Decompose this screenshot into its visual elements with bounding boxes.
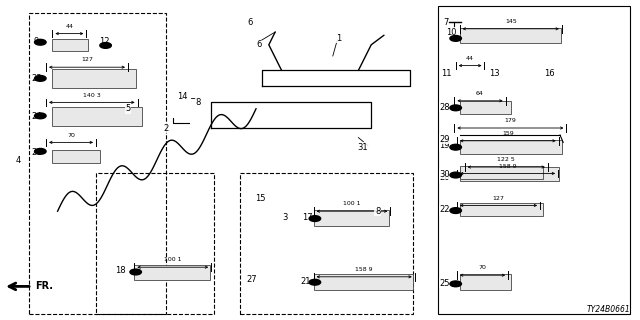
Text: 100 1: 100 1 [343,201,361,206]
Bar [460,140,562,154]
Text: 8: 8 [375,207,380,216]
Circle shape [450,36,461,41]
Text: 145: 145 [505,19,516,24]
Text: 6: 6 [257,40,262,49]
Text: 14: 14 [177,92,188,100]
Circle shape [35,113,46,119]
Circle shape [35,76,46,81]
Text: 140 3: 140 3 [83,92,100,98]
Text: 8: 8 [196,98,201,107]
Text: 28: 28 [440,103,450,112]
Text: FR.: FR. [35,281,53,292]
Bar [460,166,543,179]
Text: 4: 4 [15,156,20,164]
Text: 127: 127 [81,57,93,62]
Bar [460,101,511,114]
Text: TY24B0661: TY24B0661 [587,305,630,314]
Text: 7: 7 [444,18,449,27]
Text: 159: 159 [502,131,514,136]
Text: 6: 6 [247,18,252,27]
Circle shape [450,208,461,213]
Text: 3: 3 [282,213,287,222]
Text: 11: 11 [441,69,451,78]
Text: 2: 2 [164,124,169,132]
Text: 44: 44 [466,56,474,61]
Text: 29: 29 [440,135,450,144]
Circle shape [35,39,46,45]
Text: 70: 70 [479,265,486,270]
Text: 158 9: 158 9 [499,164,516,169]
Text: 21: 21 [301,277,311,286]
Text: 19: 19 [440,141,450,150]
Circle shape [450,281,461,287]
Text: 18: 18 [115,266,125,275]
Text: 5: 5 [125,104,131,113]
Text: 127: 127 [493,196,504,201]
Text: 20: 20 [440,173,450,182]
Circle shape [450,172,461,178]
Circle shape [309,279,321,285]
Text: 15: 15 [255,194,266,203]
Bar [52,39,88,51]
Text: 23: 23 [31,74,42,83]
Text: 100 1: 100 1 [164,257,182,262]
Text: 17: 17 [302,213,312,222]
Text: 10: 10 [446,28,456,36]
Text: 179: 179 [504,118,516,123]
Text: 31: 31 [358,143,368,152]
Circle shape [130,269,141,275]
Bar [460,203,543,216]
Bar [438,6,630,314]
Text: 44: 44 [65,24,74,29]
Bar [314,274,413,290]
Text: 9: 9 [34,37,39,46]
Circle shape [100,43,111,48]
Bar [29,13,166,314]
Text: 64: 64 [476,91,484,96]
Text: 26: 26 [31,148,42,156]
Circle shape [450,105,461,111]
Bar [52,107,142,126]
Text: 12: 12 [99,37,109,46]
Text: 16: 16 [544,69,554,78]
Bar [240,173,413,314]
Text: 13: 13 [490,69,500,78]
Bar [314,210,389,226]
Bar [52,69,136,88]
Bar [52,150,100,163]
Circle shape [450,144,461,150]
Text: 25: 25 [440,279,450,288]
Text: 122 5: 122 5 [497,157,515,162]
Bar [460,28,561,43]
Text: 1: 1 [337,34,342,43]
Text: 30: 30 [440,170,450,179]
Bar [460,274,511,290]
Text: 22: 22 [440,205,450,214]
Bar [134,265,210,280]
Text: 158 9: 158 9 [355,267,373,272]
Circle shape [309,216,321,221]
Text: 24: 24 [31,112,42,121]
Circle shape [35,148,46,154]
Bar [460,167,559,181]
Text: 70: 70 [67,132,75,138]
Bar [96,173,214,314]
Text: 27: 27 [247,276,257,284]
